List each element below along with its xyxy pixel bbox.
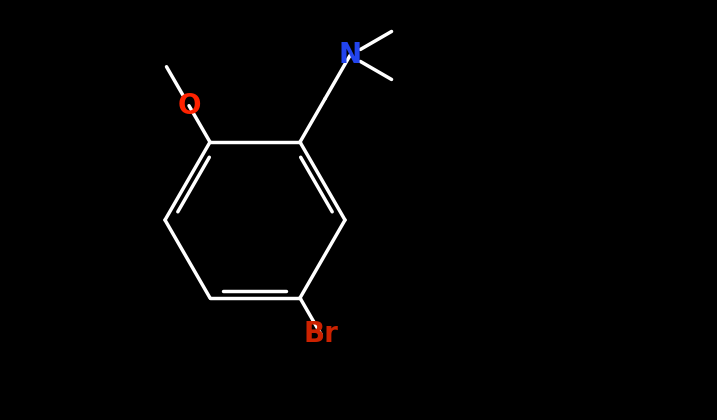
Text: N: N — [338, 42, 361, 69]
Text: O: O — [177, 92, 201, 120]
Text: Br: Br — [303, 320, 338, 348]
